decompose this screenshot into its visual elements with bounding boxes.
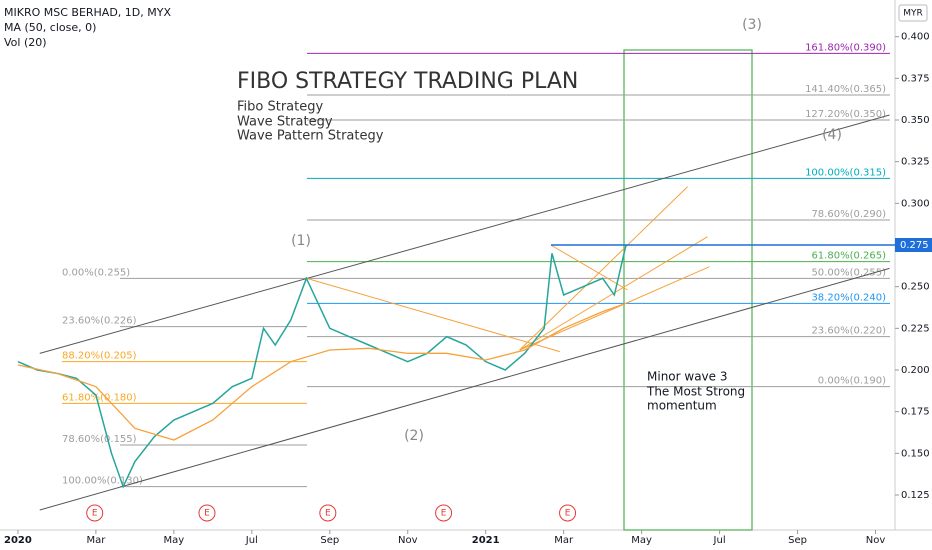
price-axis-bg (895, 0, 932, 550)
fib-label: 161.80%(0.390) (805, 42, 886, 53)
earnings-label: E (565, 509, 571, 519)
last-price-tag (895, 238, 932, 252)
wave-label: (1) (291, 233, 311, 249)
fib-label: 38.20%(0.240) (811, 292, 886, 303)
chart-title: FIBO STRATEGY TRADING PLAN (237, 69, 578, 94)
wave-label: (4) (822, 127, 842, 143)
earnings-marker (559, 504, 577, 522)
series-line (17, 244, 627, 489)
y-tick-label: 0.400 (901, 32, 930, 43)
wave-label: (3) (742, 17, 762, 33)
fib-label: 0.00%(0.255) (62, 267, 130, 278)
y-tick-label: 0.225 (901, 323, 930, 334)
currency[interactable]: MYR (903, 9, 923, 19)
comment: momentum (647, 399, 717, 413)
fib-label: 50.00%(0.255) (811, 267, 886, 278)
earnings-marker (319, 504, 337, 522)
x-tick-label: Mar (86, 535, 106, 546)
x-tick-label: Sep (320, 535, 339, 546)
comment: The Most Strong (646, 385, 745, 399)
trendline (519, 266, 710, 351)
earnings-label: E (204, 509, 210, 519)
trendline (519, 186, 688, 351)
series-line (17, 302, 627, 441)
fib-label: 0.00%(0.190) (818, 376, 886, 387)
x-tick-label: Jul (713, 535, 726, 546)
y-tick-label: 0.200 (901, 365, 930, 376)
trendline (39, 267, 890, 511)
note: Fibo Strategy (237, 100, 323, 115)
fib-label: 127.20%(0.350) (805, 109, 886, 120)
x-tick-label: Jul (245, 535, 258, 546)
y-tick-label: 0.250 (901, 282, 930, 293)
target-box (623, 49, 753, 531)
x-tick-label: May (631, 535, 652, 546)
indicator: MA (50, close, 0) (4, 21, 96, 34)
trendline (39, 114, 890, 354)
x-tick-label: 2021 (472, 535, 500, 546)
x-tick-label: Sep (788, 535, 807, 546)
fib-label: 23.60%(0.226) (62, 316, 137, 327)
fib-label: 23.60%(0.220) (811, 326, 886, 337)
earnings-marker (86, 504, 104, 522)
y-tick-label: 0.150 (901, 448, 930, 459)
x-tick-label: Nov (398, 535, 418, 546)
trendline (550, 244, 628, 291)
x-tick-label: Mar (554, 535, 574, 546)
symbol: MIKRO MSC BERHAD, 1D, MYX (4, 6, 171, 19)
y-tick-label: 0.325 (901, 157, 930, 168)
fib-label: 100.00%(0.315) (805, 167, 886, 178)
comment: Minor wave 3 (647, 370, 727, 384)
earnings-label: E (441, 509, 447, 519)
wave-label: (2) (404, 428, 424, 444)
currency-box[interactable] (898, 4, 928, 22)
fib-label: 78.60%(0.290) (811, 209, 886, 220)
fib-label: 78.60%(0.155) (62, 434, 137, 445)
x-tick-label: May (164, 535, 185, 546)
y-tick-label: 0.375 (901, 73, 930, 84)
y-tick-label: 0.300 (901, 198, 930, 209)
fib-label: 141.40%(0.365) (805, 84, 886, 95)
fib-label: 88.20%(0.205) (62, 351, 137, 362)
note: Wave Pattern Strategy (237, 129, 384, 144)
y-tick-label: 0.350 (901, 115, 930, 126)
fib-label: 61.80%(0.180) (62, 392, 137, 403)
indicator: Vol (20) (4, 36, 47, 49)
earnings-label: E (325, 509, 331, 519)
last-price-label: 0.275 (900, 240, 929, 251)
y-tick-label: 0.125 (901, 490, 930, 501)
x-tick-label: Nov (866, 535, 886, 546)
earnings-marker (198, 504, 216, 522)
fib-label: 100.00%(0.130) (62, 476, 143, 487)
trendline (306, 277, 560, 353)
earnings-marker (435, 504, 453, 522)
fib-label: 61.80%(0.265) (811, 251, 886, 262)
y-tick-label: 0.175 (901, 407, 930, 418)
x-tick-label: 2020 (4, 535, 32, 546)
note: Wave Strategy (237, 115, 333, 130)
earnings-label: E (92, 509, 98, 519)
